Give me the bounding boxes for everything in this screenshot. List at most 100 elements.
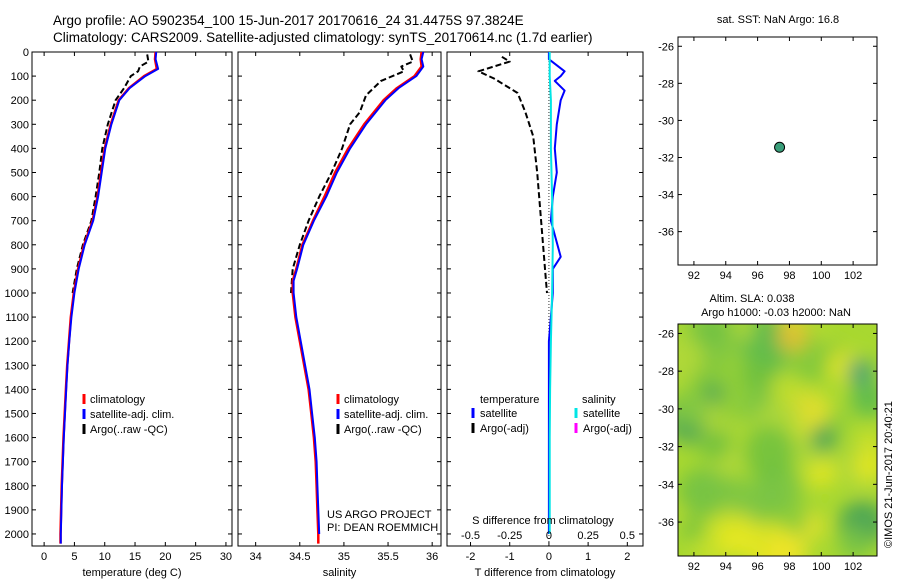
temperature-panel-frame [31,51,233,547]
heatmap-cell [837,527,872,556]
map-y-tick-label: -32 [658,152,674,164]
map-y-tick-label: -28 [658,366,674,378]
legend-label: satellite-adj. clim. [344,409,428,421]
y-tick-label: 1700 [5,457,29,469]
map-y-tick-label: -32 [658,442,674,454]
map-x-tick-label: 92 [688,270,700,282]
x-tick-label: 20 [159,551,171,563]
heatmap-cell [826,408,850,432]
temp-argo-diff-line [477,55,548,294]
heatmap-cell [776,324,808,352]
map-y-tick-label: -30 [658,115,674,127]
map-x-tick-label: 94 [720,561,732,573]
legend-label: satellite [583,408,620,420]
map-y-tick-label: -36 [658,227,674,239]
y-tick-label: 700 [11,216,29,228]
sla-heatmap [678,324,877,556]
salinity-panel-frame [237,51,442,547]
credit-label: ©IMOS 21-Jun-2017 20:40:21 [883,401,895,548]
x-tick-label: 35 [338,551,350,563]
y-tick-label: 1900 [5,505,29,517]
header-line-2: Climatology: CARS2009. Satellite-adjuste… [53,30,593,45]
s-diff-tick-label: -0.25 [497,530,522,542]
map-x-tick-label: 102 [844,270,862,282]
heatmap-cell [678,337,706,383]
heatmap-cell [684,471,726,513]
map-y-tick-label: -36 [658,517,674,529]
x-tick-label: 30 [220,551,232,563]
legend-label: climatology [90,394,146,406]
y-tick-label: 0 [23,47,29,59]
map-y-tick-label: -28 [658,78,674,90]
sla-map-axes: 92 94 96 98 100 102 -26 -28 -30 -32 -34 -36 [658,324,877,573]
heatmap-cell [720,447,746,473]
legend-label: climatology [344,394,400,406]
legend-heading-salinity: salinity [582,394,616,406]
map-x-tick-label: 98 [783,270,795,282]
x-axis-label: T difference from climatology [475,567,616,579]
x-tick-label: 34 [250,551,262,563]
x-tick-label: 35.5 [377,551,398,563]
argo-raw-line [290,54,414,294]
heatmap-cell [700,324,724,345]
map-y-tick-label: -26 [658,41,674,53]
map-x-tick-label: 102 [844,561,862,573]
x-tick-label: 10 [99,551,111,563]
map-x-tick-label: 100 [812,561,830,573]
heatmap-cell [717,390,749,422]
y-tick-label: 100 [11,71,29,83]
x-tick-label: -1 [505,551,515,563]
y-tick-label: 1300 [5,360,29,372]
heatmap-cell [809,424,838,453]
heatmap-cell [717,513,760,556]
legend-heading-temperature: temperature [480,394,539,406]
difference-panel: -2 -1 0 1 2 T difference from climatology [446,51,644,579]
x-tick-label: 1 [585,551,591,563]
x-tick-label: 5 [71,551,77,563]
heatmap-cell [765,532,808,556]
x-tick-label: 0 [41,551,47,563]
climatology-line [291,51,423,544]
heatmap-cell [742,426,795,479]
sla-map-frame [677,323,878,557]
temperature-panel: 0100200300400500600700800900100011001200… [5,47,233,579]
heatmap-cell [853,449,877,482]
s-diff-tick-label: -0.5 [461,530,480,542]
heatmap-cell [678,391,707,429]
y-tick-label: 300 [11,119,29,131]
satellite-clim-line [59,51,160,544]
s-diff-tick-label: 0.25 [577,530,598,542]
heatmap-cell [846,358,874,386]
sst-map: 92 94 96 98 100 102 -26 -28 -30 -32 -34 -36 [658,37,877,282]
s-diff-axis-label: S difference from climatology [472,515,614,527]
map-y-tick-label: -34 [658,479,674,491]
heatmap-cell [850,381,877,418]
h-label: Argo h1000: -0.03 h2000: NaN [701,307,851,319]
map-x-tick-label: 92 [688,561,700,573]
panels-layer: 0100200300400500600700800900100011001200… [5,14,895,579]
temperature-legend: climatology satellite-adj. clim. Argo(..ra… [82,394,174,436]
legend-label: satellite-adj. clim. [90,409,174,421]
salinity-legend: climatology satellite-adj. clim. Argo(..ra… [336,394,428,436]
heatmap-cell [768,372,802,405]
y-tick-label: 1800 [5,481,29,493]
map-x-tick-label: 100 [812,270,830,282]
y-tick-label: 2000 [5,529,29,541]
s-diff-tick-label: 0.5 [620,530,635,542]
y-tick-label: 900 [11,264,29,276]
map-x-tick-label: 96 [751,561,763,573]
map-y-tick-label: -34 [658,190,674,202]
legend-label: Argo(..raw -QC) [90,424,168,436]
sal-sat-diff-line [548,52,554,534]
climatology-line [59,51,159,544]
y-tick-label: 1200 [5,336,29,348]
sst-map-frame [677,36,878,266]
y-tick-label: 800 [11,240,29,252]
map-x-tick-label: 96 [751,270,763,282]
y-tick-label: 1100 [5,312,29,324]
legend-label: Argo(-adj) [583,423,632,435]
x-tick-label: -2 [466,551,476,563]
x-axis-label: salinity [323,567,357,579]
x-tick-label: 36 [426,551,438,563]
